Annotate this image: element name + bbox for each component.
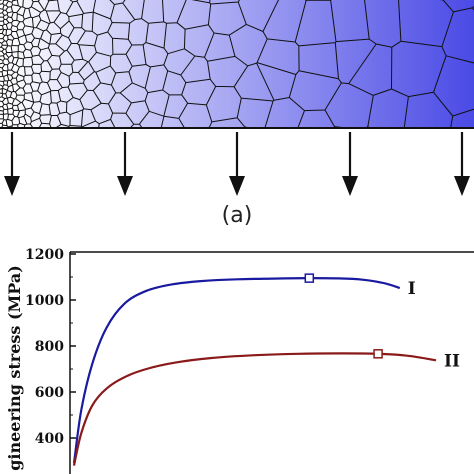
curve-labels: III (408, 279, 460, 371)
arrow-head (342, 176, 358, 196)
load-arrow (229, 132, 245, 196)
y-tick-label: 800 (35, 339, 64, 355)
loading-arrows (4, 132, 470, 196)
curve-I (72, 276, 401, 464)
arrow-head (454, 176, 470, 196)
panel-a: (a) (0, 0, 474, 228)
grain-network (0, 0, 474, 128)
y-tick-label: 400 (35, 431, 64, 447)
y-tick-label: 1000 (25, 293, 64, 309)
load-arrow (454, 132, 470, 196)
load-arrow (117, 132, 133, 196)
y-ticks: 400 600 800 1000 1200 (25, 247, 76, 447)
panel-a-label: (a) (222, 203, 253, 228)
arrow-head (229, 176, 245, 196)
arrow-head (117, 176, 133, 196)
curve-II (72, 352, 437, 466)
graded-microstructure-background (0, 0, 474, 128)
grain-boundaries (0, 0, 474, 128)
marker-I (304, 273, 315, 283)
load-arrow (342, 132, 358, 196)
y-tick-label: 600 (35, 385, 64, 401)
y-axis-title: gineering stress (MPa) (5, 265, 24, 471)
curves (72, 276, 437, 466)
ultimate-strength-markers (304, 273, 383, 359)
curve-label-I: I (408, 279, 416, 299)
load-arrow (4, 132, 20, 196)
y-tick-label: 1200 (25, 247, 64, 263)
curve-label-II: II (444, 351, 460, 371)
arrow-head (4, 176, 20, 196)
marker-II (373, 349, 383, 359)
